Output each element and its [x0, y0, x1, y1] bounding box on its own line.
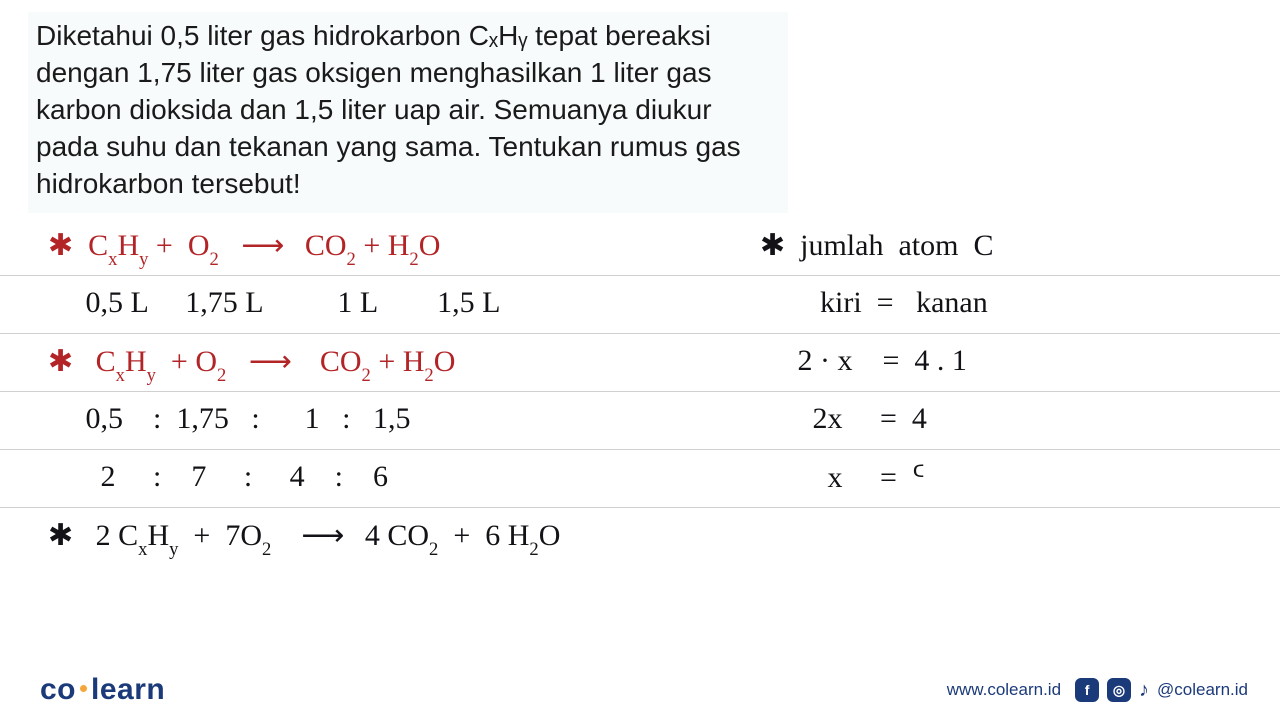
social-icons: f ◎ ♪ @colearn.id: [1075, 678, 1248, 702]
problem-statement: Diketahui 0,5 liter gas hidrokarbon CₓHᵧ…: [28, 12, 788, 213]
solution-right-text: 2x = 4: [760, 402, 927, 436]
page-root: Diketahui 0,5 liter gas hidrokarbon CₓHᵧ…: [0, 0, 1280, 720]
solution-left-text: ✱ CxHy + O2 ⟶ CO2 + H2O: [48, 344, 455, 384]
tiktok-icon: ♪: [1139, 679, 1149, 702]
logo-dot-icon: [80, 685, 87, 692]
solution-row: ✱ CxHy + O2 ⟶ CO2 + H2O ✱ jumlah atom C: [0, 218, 1280, 276]
solution-row: 0,5 L 1,75 L 1 L 1,5 L kiri = kanan: [0, 276, 1280, 334]
logo-co: co: [40, 673, 76, 706]
solution-row: 2 : 7 : 4 : 6 x = ᑦ: [0, 450, 1280, 508]
footer-url: www.colearn.id: [947, 680, 1061, 700]
solution-row: 0,5 : 1,75 : 1 : 1,5 2x = 4: [0, 392, 1280, 450]
solution-left-text: 0,5 : 1,75 : 1 : 1,5: [48, 402, 411, 436]
logo-learn: learn: [91, 673, 165, 706]
solution-row: ✱ CxHy + O2 ⟶ CO2 + H2O 2 · x = 4 . 1: [0, 334, 1280, 392]
solution-left-text: 2 : 7 : 4 : 6: [48, 460, 388, 494]
solution-left-text: 0,5 L 1,75 L 1 L 1,5 L: [48, 286, 500, 320]
solution-right-text: x = ᑦ: [760, 460, 925, 495]
solution-right-text: kiri = kanan: [760, 286, 988, 320]
solution-right-text: 2 · x = 4 . 1: [760, 344, 967, 378]
instagram-icon: ◎: [1107, 678, 1131, 702]
solution-left-text: ✱ 2 CxHy + 7O2 ⟶ 4 CO2 + 6 H2O: [48, 518, 560, 558]
solution-left-text: ✱ CxHy + O2 ⟶ CO2 + H2O: [48, 228, 440, 268]
solution-right-text: ✱ jumlah atom C: [760, 228, 993, 263]
worked-solution: ✱ CxHy + O2 ⟶ CO2 + H2O ✱ jumlah atom C 0…: [0, 218, 1280, 566]
footer: colearn www.colearn.id f ◎ ♪ @colearn.id: [0, 660, 1280, 720]
facebook-icon: f: [1075, 678, 1099, 702]
footer-handle: @colearn.id: [1157, 680, 1248, 700]
logo: colearn: [40, 673, 165, 707]
solution-row: ✱ 2 CxHy + 7O2 ⟶ 4 CO2 + 6 H2O: [0, 508, 1280, 566]
footer-right: www.colearn.id f ◎ ♪ @colearn.id: [947, 678, 1248, 702]
problem-text: Diketahui 0,5 liter gas hidrokarbon CₓHᵧ…: [36, 20, 741, 199]
